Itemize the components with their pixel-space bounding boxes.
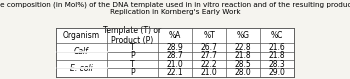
Text: T: T	[130, 60, 135, 69]
Text: P: P	[130, 68, 135, 77]
Text: %T: %T	[203, 31, 215, 40]
Text: %C: %C	[271, 31, 284, 40]
Text: 28.9: 28.9	[167, 43, 183, 52]
Text: Organism: Organism	[63, 31, 100, 40]
Text: Base composition (in Mol%) of the DNA template used in in vitro reaction and of : Base composition (in Mol%) of the DNA te…	[0, 2, 350, 15]
Text: T: T	[130, 43, 135, 52]
Text: 21.8: 21.8	[269, 51, 286, 60]
Text: 28.3: 28.3	[269, 60, 286, 69]
Text: %A: %A	[169, 31, 181, 40]
Text: 28.5: 28.5	[235, 60, 252, 69]
Text: %G: %G	[237, 31, 250, 40]
Text: 29.0: 29.0	[269, 68, 286, 77]
Text: 22.8: 22.8	[235, 43, 251, 52]
Text: P: P	[130, 51, 135, 60]
Text: 21.0: 21.0	[201, 68, 217, 77]
Text: Calf: Calf	[74, 47, 89, 56]
Text: 28.7: 28.7	[167, 51, 183, 60]
Text: 28.0: 28.0	[235, 68, 252, 77]
Text: 26.7: 26.7	[201, 43, 217, 52]
Text: 22.1: 22.1	[167, 68, 183, 77]
Text: 22.2: 22.2	[201, 60, 217, 69]
Text: 21.6: 21.6	[269, 43, 286, 52]
Text: 27.7: 27.7	[201, 51, 217, 60]
Text: Template (T) or
Product (P): Template (T) or Product (P)	[103, 26, 162, 45]
Text: 21.8: 21.8	[235, 51, 251, 60]
Text: E. coli: E. coli	[70, 64, 93, 73]
Text: 21.0: 21.0	[167, 60, 183, 69]
